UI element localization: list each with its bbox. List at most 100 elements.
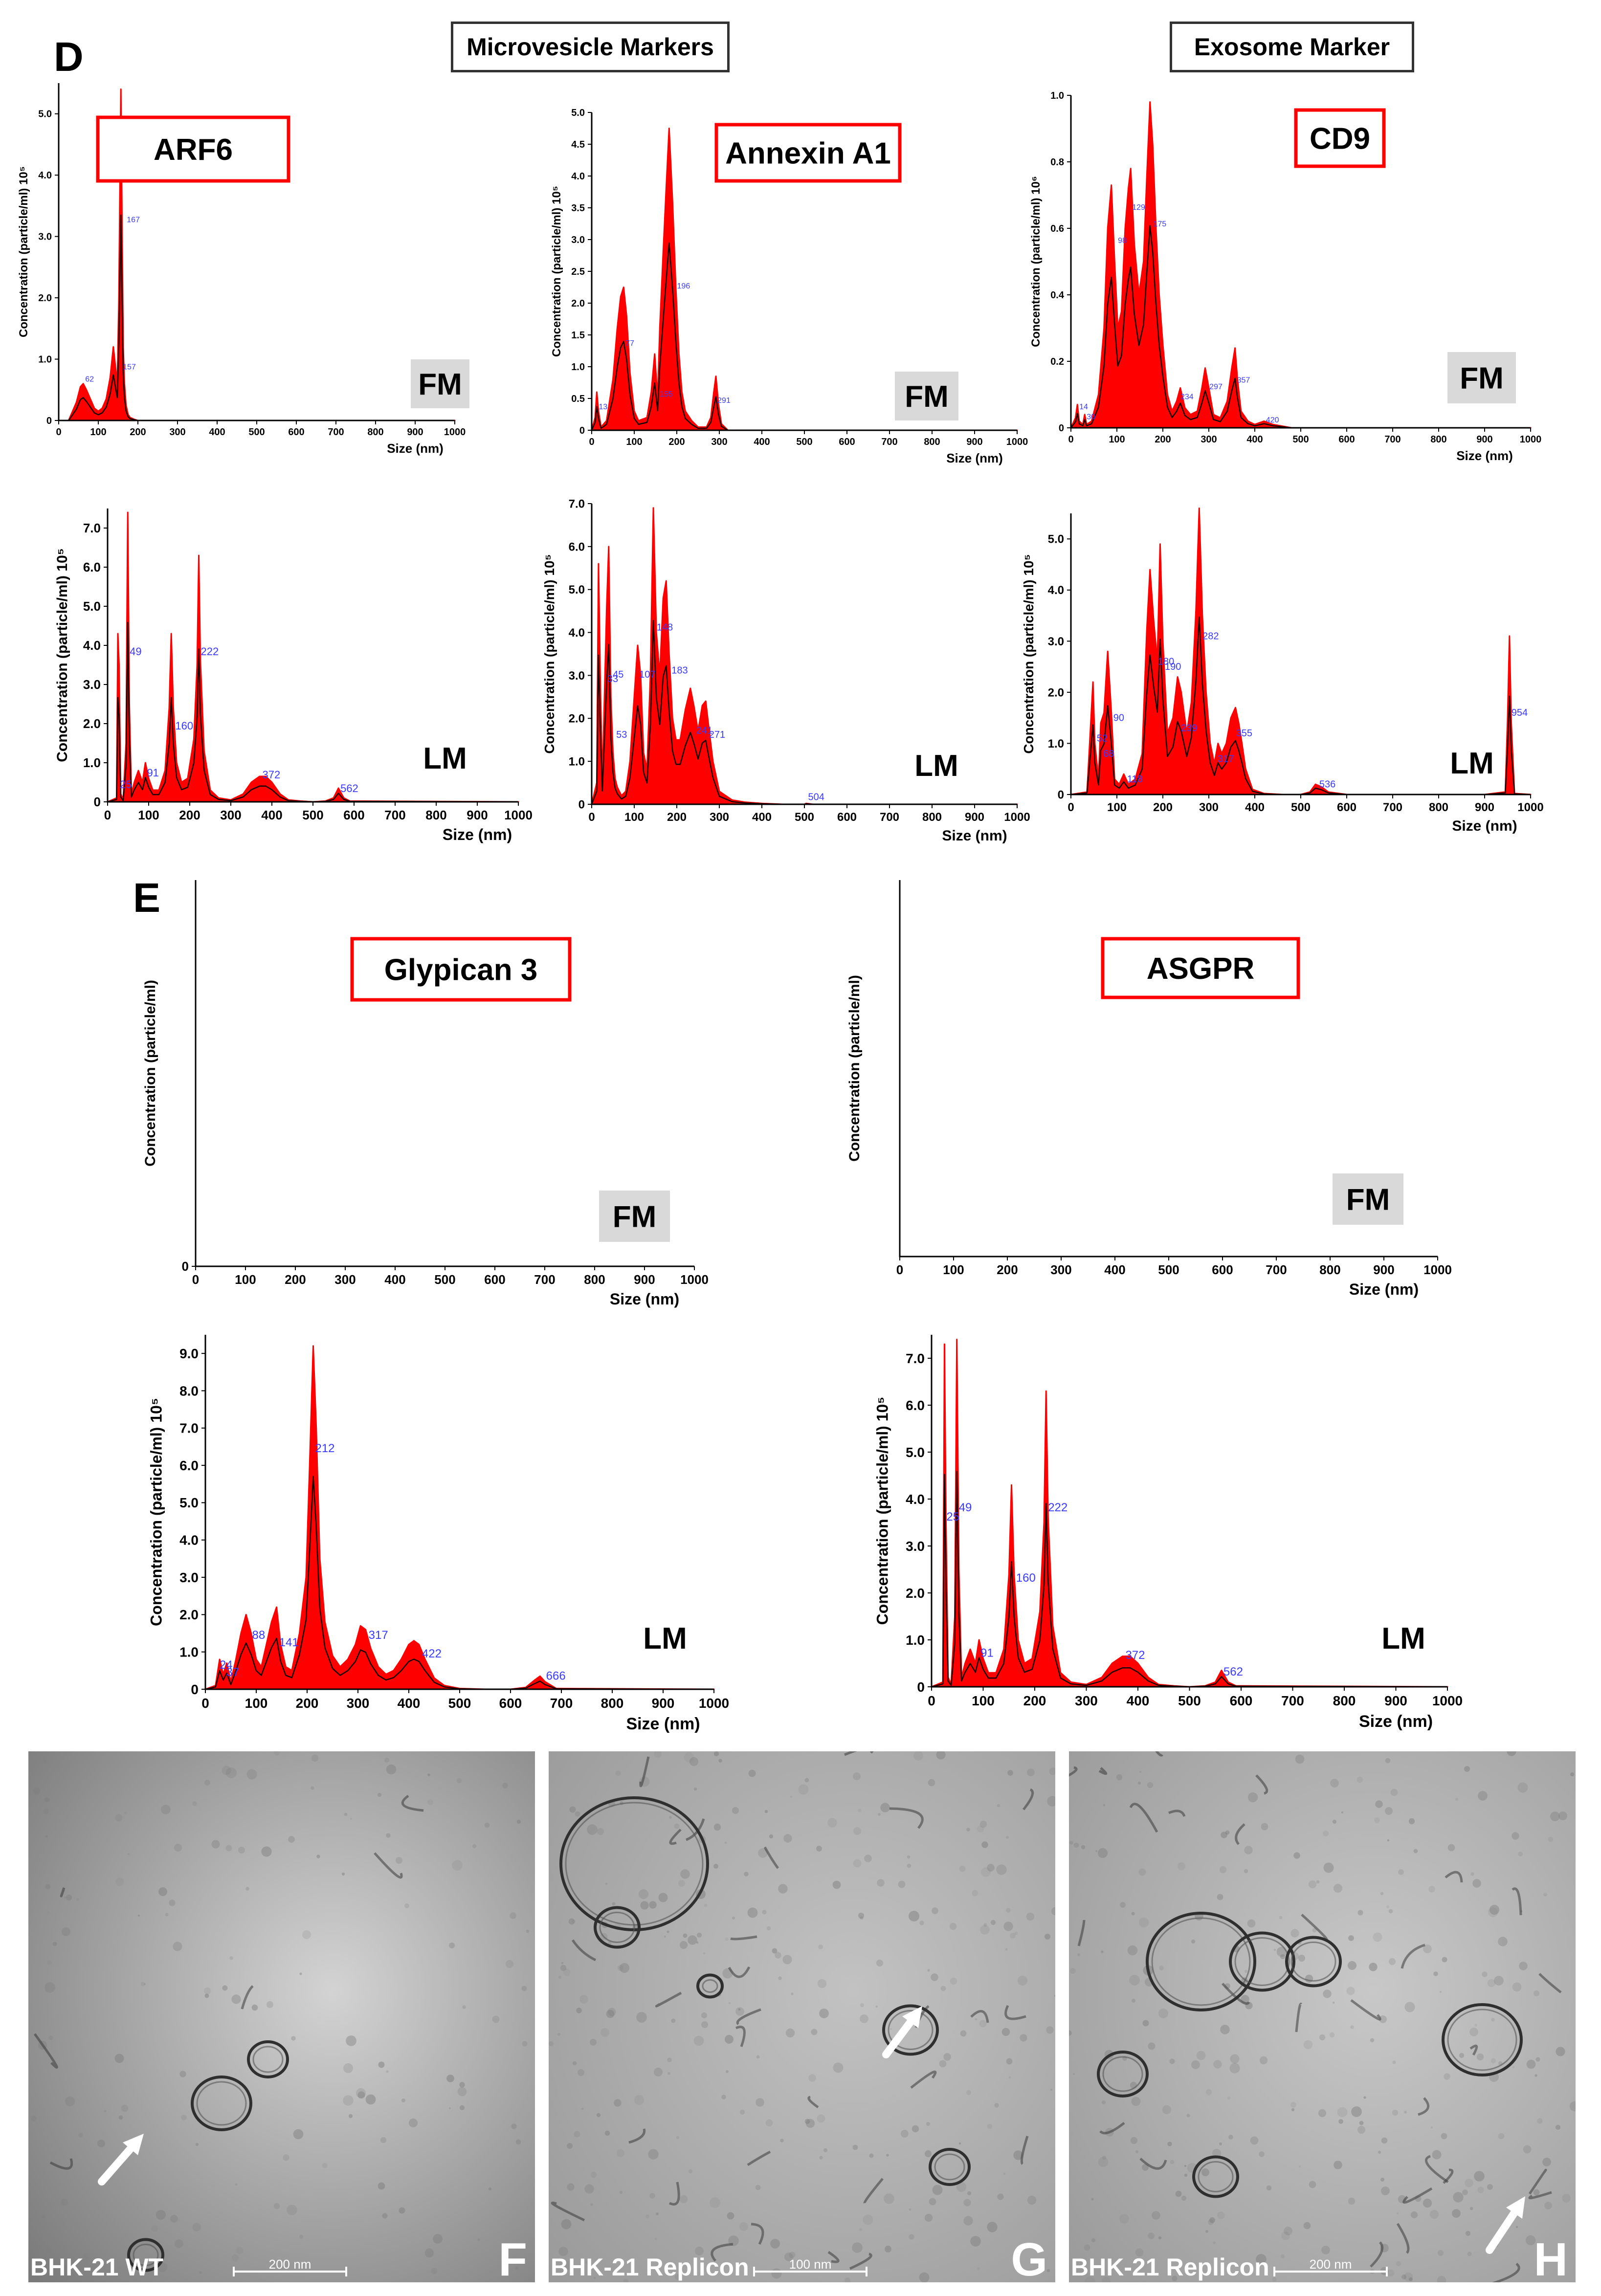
- debris-speck: [1006, 1836, 1009, 1839]
- debris-speck: [83, 2252, 90, 2260]
- debris-speck: [462, 2005, 466, 2009]
- membrane-fragment: [863, 2178, 884, 2204]
- chart-annexin-fm: 0 100 200 300 400 500 600 700 800 900 1000 0 0.5 1.0 1…: [538, 98, 1028, 479]
- y-tick-label: 4.0: [83, 638, 101, 653]
- debris-speck: [713, 1823, 721, 1831]
- x-tick-label: 800: [924, 437, 940, 447]
- debris-speck: [701, 2021, 708, 2028]
- peak-label: 53: [616, 729, 627, 740]
- peak-label: 62: [85, 375, 94, 384]
- membrane-fragment: [1370, 2241, 1384, 2268]
- debris-speck: [1533, 1990, 1540, 1997]
- debris-speck: [634, 2095, 645, 2105]
- debris-speck: [886, 2154, 889, 2157]
- debris-speck: [477, 2238, 480, 2241]
- debris-speck: [713, 1864, 718, 1869]
- debris-speck: [860, 2014, 868, 2023]
- debris-speck: [1332, 2001, 1335, 2004]
- peak-label: 167: [127, 216, 140, 224]
- debris-speck: [997, 1804, 1001, 1808]
- x-tick-label: 300: [1050, 1262, 1071, 1277]
- x-tick-label: 0: [104, 808, 111, 822]
- y-tick-label: 3.5: [571, 203, 585, 214]
- debris-speck: [739, 2109, 745, 2115]
- debris-speck: [1225, 1830, 1230, 1835]
- debris-speck: [1517, 1782, 1528, 1793]
- debris-speck: [1085, 2276, 1095, 2282]
- vesicle-inner-membrane: [702, 1979, 718, 1993]
- debris-speck: [1379, 2015, 1387, 2023]
- debris-speck: [766, 1926, 771, 1931]
- debris-speck: [1184, 2164, 1187, 2167]
- x-tick-label: 200: [668, 437, 685, 447]
- debris-speck: [343, 2095, 354, 2106]
- debris-speck: [907, 1855, 911, 1859]
- debris-speck: [1230, 2054, 1240, 2064]
- debris-speck: [1323, 1862, 1334, 1873]
- y-axis-label: Concentration (particle/ml) 10⁵: [550, 186, 563, 357]
- debris-speck: [721, 2095, 726, 2099]
- y-tick-label: 0: [46, 416, 52, 426]
- x-tick-label: 0: [1068, 434, 1073, 445]
- y-tick-label: 5.0: [569, 583, 585, 596]
- debris-speck: [424, 2248, 434, 2258]
- debris-speck: [1330, 1779, 1339, 1788]
- y-tick-label: 1.5: [571, 330, 585, 341]
- debris-speck: [608, 1941, 612, 1945]
- membrane-fragment: [1139, 2158, 1167, 2170]
- debris-speck: [1404, 2002, 1415, 2012]
- panel-label-e: E: [133, 875, 161, 921]
- peak-label: 317: [1218, 753, 1234, 764]
- debris-speck: [199, 2271, 202, 2274]
- x-tick-label: 500: [795, 811, 814, 824]
- debris-speck: [1127, 1945, 1138, 1956]
- debris-speck: [770, 2239, 780, 2249]
- y-tick-label: 0.5: [571, 394, 585, 404]
- header-exosome-marker: Exosome Marker: [1170, 22, 1414, 72]
- marker-title: Annexin A1: [725, 137, 891, 171]
- debris-speck: [931, 1973, 938, 1981]
- debris-speck: [1184, 2173, 1188, 2177]
- debris-speck: [386, 1833, 391, 1838]
- debris-speck: [1273, 1948, 1276, 1951]
- debris-speck: [1077, 1953, 1080, 1956]
- debris-speck: [817, 2114, 825, 2123]
- debris-speck: [649, 2193, 655, 2199]
- y-tick-label: 2.5: [571, 266, 585, 277]
- series-area: [1070, 101, 1532, 429]
- marker-title: Glypican 3: [384, 953, 538, 987]
- debris-speck: [161, 1805, 171, 1814]
- scale-bar-label: 200 nm: [1310, 2257, 1352, 2272]
- debris-speck: [156, 2209, 166, 2220]
- debris-speck: [395, 1856, 403, 1864]
- vesicle-inner-membrane: [1447, 2009, 1517, 2071]
- debris-speck: [956, 2182, 967, 2192]
- debris-speck: [898, 1880, 906, 1888]
- debris-speck: [977, 1826, 984, 1832]
- debris-speck: [311, 1754, 319, 1762]
- y-tick-label: 0: [1058, 788, 1064, 801]
- peak-label: 420: [1266, 416, 1279, 424]
- peak-label: 91: [147, 767, 158, 779]
- membrane-fragment: [1129, 1803, 1158, 1833]
- debris-speck: [1404, 2111, 1407, 2114]
- x-axis-label: Size (nm): [610, 1290, 679, 1308]
- peak-label: 77: [625, 339, 634, 348]
- vesicle: [1285, 1936, 1342, 1987]
- peak-label: 24: [220, 1658, 233, 1672]
- debris-speck: [818, 1944, 823, 1949]
- debris-speck: [785, 2028, 795, 2038]
- debris-speck: [713, 1751, 719, 1757]
- x-tick-label: 200: [285, 1272, 306, 1287]
- debris-speck: [654, 2237, 657, 2240]
- chart-arf6-lm: 0 100 200 300 400 500 600 700 800 900 1000 0 1.0 2.0 3…: [54, 494, 533, 851]
- membrane-fragment: [1402, 2187, 1433, 2204]
- debris-speck: [1544, 2202, 1552, 2209]
- x-tick-label: 300: [169, 427, 185, 438]
- debris-speck: [648, 2149, 659, 2160]
- debris-speck: [1476, 2053, 1484, 2061]
- debris-speck: [863, 2214, 873, 2225]
- debris-speck: [1051, 1907, 1055, 1916]
- membrane-fragment: [686, 1818, 705, 1841]
- debris-speck: [62, 1927, 70, 1936]
